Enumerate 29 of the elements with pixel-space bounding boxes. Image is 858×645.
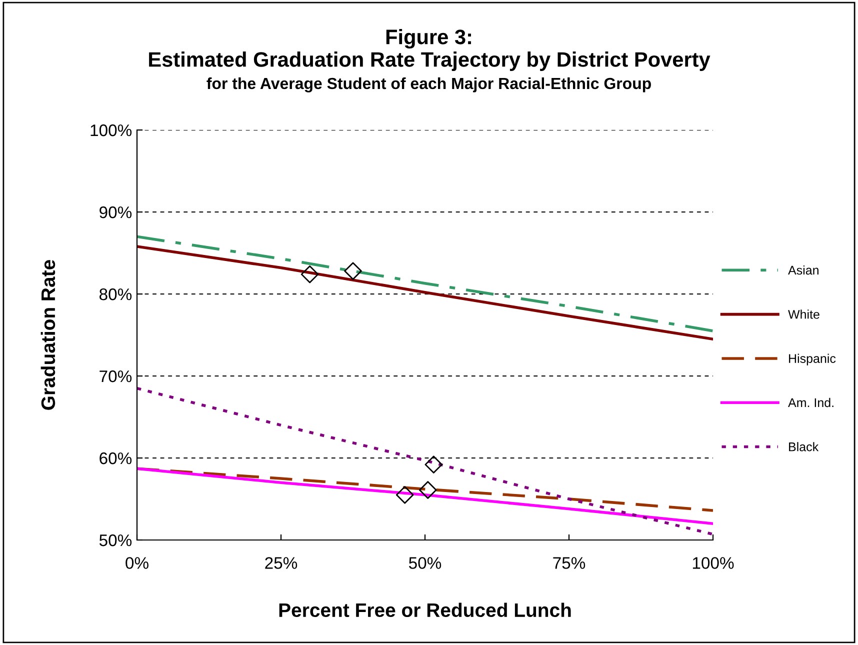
- x-tick-label: 100%: [692, 557, 734, 569]
- chart-title: Figure 3: Estimated Graduation Rate Trajectory by District Poverty: [149, 29, 710, 71]
- x-tick-label: 75%: [553, 557, 586, 569]
- y-tick-label: 60%: [100, 452, 132, 464]
- legend-label: Asian: [788, 265, 818, 275]
- chart-subtitle: for the Average Student of each Major Racial-Ethnic Group: [206, 77, 651, 92]
- legend-label: Am. Ind.: [788, 398, 834, 408]
- line-series: [137, 235, 713, 332]
- point: [396, 486, 414, 504]
- line-series: [137, 386, 713, 536]
- y-axis-title: Graduation Rate: [40, 260, 56, 410]
- line-series: [137, 467, 713, 525]
- x-tick-label: 0%: [126, 557, 148, 569]
- x-tick-label: 25%: [265, 557, 298, 569]
- line-series: [137, 245, 713, 340]
- y-tick-label: 90%: [100, 206, 132, 218]
- point: [424, 456, 443, 474]
- x-tick-label: 50%: [408, 557, 442, 569]
- y-tick-label: 80%: [100, 288, 132, 300]
- legend-label: Black: [789, 442, 819, 452]
- legend-label: White: [788, 310, 820, 319]
- y-tick-label: 70%: [100, 370, 132, 382]
- legend-label: Hispanic: [789, 354, 836, 366]
- x-axis-title: Percent Free or Reduced Lunch: [279, 602, 571, 618]
- y-tick-label: 50%: [99, 534, 132, 546]
- point: [300, 265, 319, 284]
- point: [344, 262, 362, 280]
- y-tick-label: 100%: [90, 124, 132, 136]
- point: [418, 481, 437, 499]
